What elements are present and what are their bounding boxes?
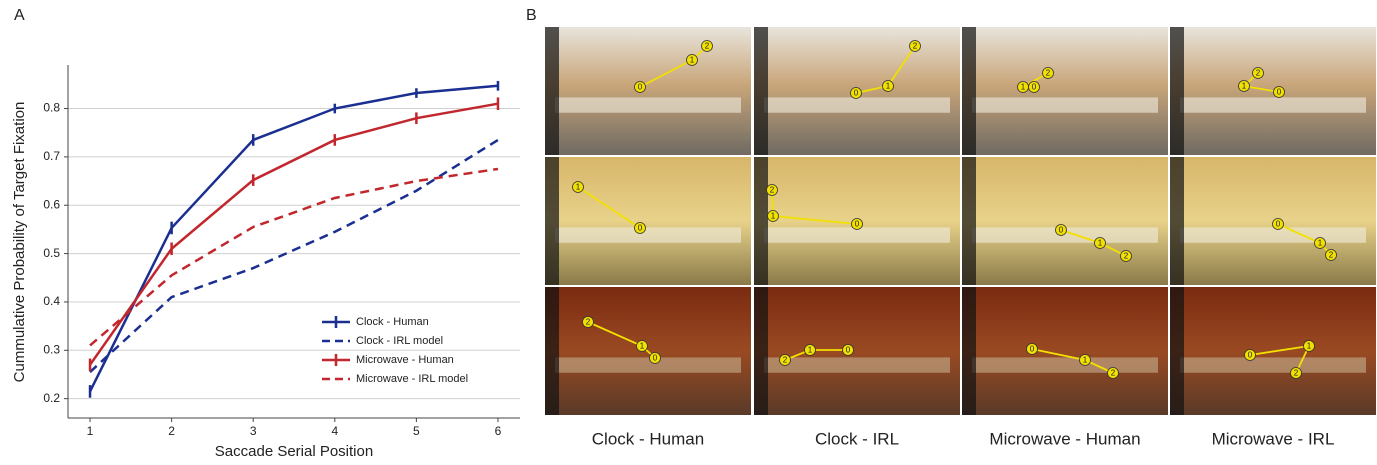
fixation-label: 2: [1124, 252, 1129, 261]
scene-detail: [764, 357, 950, 372]
fixation-label: 2: [913, 42, 918, 51]
fixation-label: 1: [1318, 239, 1323, 248]
fixation-label: 0: [855, 220, 860, 229]
fixation-label: 0: [1276, 220, 1281, 229]
fixation-label: 2: [586, 318, 591, 327]
legend-label: Clock - Human: [356, 316, 429, 328]
fixation-label: 0: [854, 89, 859, 98]
scene-image: [545, 27, 751, 155]
fixation-label: 0: [1248, 351, 1253, 360]
fixation-label: 1: [808, 346, 813, 355]
y-tick-label: 0.7: [43, 149, 60, 163]
fixation-label: 2: [770, 186, 775, 195]
scene-edge: [545, 27, 559, 155]
y-tick-label: 0.5: [43, 246, 60, 260]
scene-edge: [545, 157, 559, 285]
figure: A B Saccade Serial Position Cummulative …: [0, 0, 1377, 465]
image-grid: 01201201201201012012012012012012012Clock…: [545, 27, 1376, 448]
scene-detail: [555, 357, 741, 372]
fixation-label: 2: [1111, 369, 1116, 378]
y-tick-label: 0.6: [43, 197, 60, 211]
scene-edge: [962, 287, 976, 415]
scene-image: [754, 287, 960, 415]
y-tick-label: 0.2: [43, 391, 60, 405]
fixation-label: 1: [640, 342, 645, 351]
series-line: [90, 169, 498, 346]
panel-label: A: [14, 7, 25, 24]
fixation-label: 1: [1307, 342, 1312, 351]
panel-label: B: [526, 7, 537, 24]
legend-label: Microwave - IRL model: [356, 373, 468, 385]
scene-image: [962, 287, 1168, 415]
y-axis-label: Cummulative Probability of Target Fixati…: [11, 102, 28, 383]
x-axis-label: Saccade Serial Position: [215, 443, 373, 460]
fixation-label: 0: [1277, 88, 1282, 97]
fixation-label: 0: [1059, 226, 1064, 235]
column-caption: Clock - Human: [592, 429, 704, 448]
y-tick-label: 0.8: [43, 101, 60, 115]
x-tick-label: 4: [331, 424, 338, 438]
x-tick-label: 1: [87, 424, 94, 438]
scene-edge: [1170, 157, 1184, 285]
scene-detail: [972, 97, 1158, 112]
scene-edge: [962, 27, 976, 155]
scene-edge: [754, 157, 768, 285]
scene-image: [962, 27, 1168, 155]
fixation-label: 2: [783, 356, 788, 365]
fixation-label: 0: [638, 224, 643, 233]
fixation-label: 1: [1083, 356, 1088, 365]
scene-edge: [962, 157, 976, 285]
legend-label: Clock - IRL model: [356, 335, 443, 347]
column-caption: Microwave - IRL: [1212, 429, 1335, 448]
x-tick-label: 2: [168, 424, 175, 438]
scene-detail: [1180, 357, 1366, 372]
scene-edge: [1170, 287, 1184, 415]
fixation-label: 2: [1294, 369, 1299, 378]
column-caption: Clock - IRL: [815, 429, 899, 448]
fixation-label: 1: [1242, 82, 1247, 91]
scene-edge: [754, 27, 768, 155]
fixation-label: 0: [638, 83, 643, 92]
scene-detail: [1180, 227, 1366, 242]
fixation-label: 2: [1256, 69, 1261, 78]
scene-detail: [1180, 97, 1366, 112]
scene-detail: [555, 97, 741, 112]
fixation-label: 1: [690, 56, 695, 65]
fixation-label: 1: [1021, 83, 1026, 92]
series-line: [90, 104, 498, 365]
y-tick-label: 0.3: [43, 342, 60, 356]
fixation-label: 1: [1098, 239, 1103, 248]
scene-image: [545, 157, 751, 285]
page: {"panel_labels": ["A", "B"], "chart_data…: [0, 0, 1377, 465]
plot-area: 0.2 0.3 0.4 0.5 0.6 0.7 0.8 1 2 3 4 5 6 Clock - Human…: [43, 65, 520, 438]
x-tick-label: 3: [250, 424, 257, 438]
fixation-label: 2: [1046, 69, 1051, 78]
scene-edge: [545, 287, 559, 415]
legend-label: Microwave - Human: [356, 354, 454, 366]
scene-edge: [754, 287, 768, 415]
fixation-label: 0: [1030, 345, 1035, 354]
fixation-label: 1: [576, 183, 581, 192]
scene-detail: [764, 97, 950, 112]
fixation-label: 0: [653, 354, 658, 363]
fixation-label: 0: [846, 346, 851, 355]
scene-detail: [555, 227, 741, 242]
fixation-label: 1: [771, 212, 776, 221]
x-tick-label: 6: [495, 424, 502, 438]
fixation-label: 2: [1329, 251, 1334, 260]
scene-image: [962, 157, 1168, 285]
fixation-label: 1: [886, 82, 891, 91]
fixation-label: 2: [705, 42, 710, 51]
scene-detail: [972, 357, 1158, 372]
column-caption: Microwave - Human: [989, 429, 1140, 448]
x-tick-label: 5: [413, 424, 420, 438]
scene-edge: [1170, 27, 1184, 155]
fixation-label: 0: [1032, 83, 1037, 92]
y-tick-label: 0.4: [43, 294, 60, 308]
